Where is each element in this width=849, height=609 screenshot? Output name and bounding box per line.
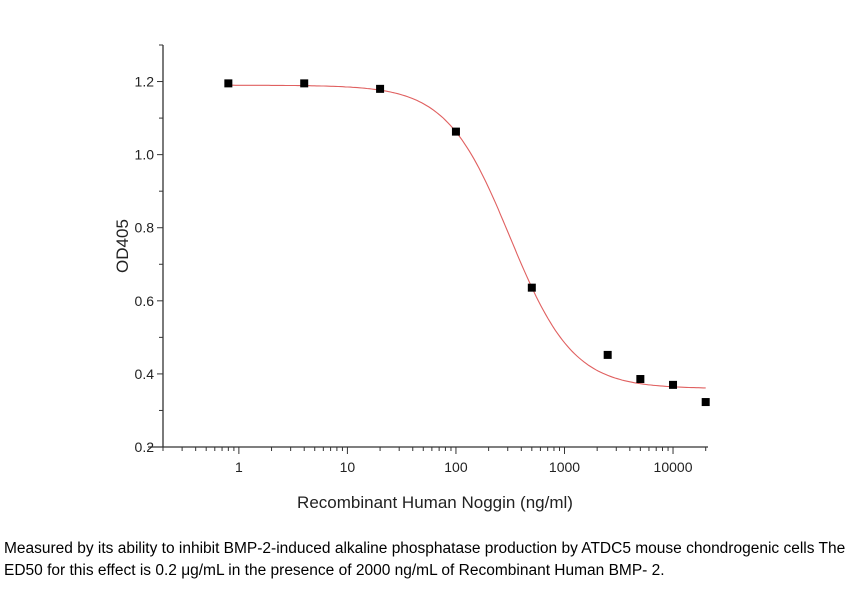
data-point — [376, 84, 385, 93]
data-point — [300, 79, 309, 88]
caption: Measured by its ability to inhibit BMP-2… — [4, 540, 846, 579]
y-axis-label: OD405 — [113, 219, 132, 273]
y-tick-label: 1.0 — [135, 147, 155, 163]
data-point — [603, 350, 612, 359]
data-point — [527, 283, 536, 292]
x-tick-label: 100 — [444, 459, 468, 475]
data-point — [451, 127, 460, 136]
y-tick-label: 0.4 — [135, 366, 155, 382]
chart: 0.20.40.60.81.01.21 10 100 1000 10000 OD405 … — [113, 44, 710, 512]
x-tick-label: 10000 — [654, 459, 693, 475]
data-point — [669, 380, 678, 389]
y-tick-label: 0.6 — [135, 293, 155, 309]
data-point — [701, 398, 710, 407]
data-point — [224, 79, 233, 88]
x-tick-label: 10 — [340, 459, 356, 475]
data-point — [636, 375, 645, 384]
x-tick-label: 1 — [235, 459, 243, 475]
y-tick-label: 0.2 — [135, 439, 155, 455]
axes: 0.2 0.4 0.6 0.8 1.0 1.2 1 10 100 1000 10000 — [135, 44, 708, 475]
data-points — [224, 79, 710, 407]
x-axis-label: Recombinant Human Noggin (ng/ml) — [297, 493, 573, 512]
fit-curve — [228, 84, 706, 389]
x-tick-label: 1000 — [549, 459, 580, 475]
y-tick-label: 1.2 — [135, 74, 155, 90]
y-tick-label: 0.8 — [135, 220, 155, 236]
